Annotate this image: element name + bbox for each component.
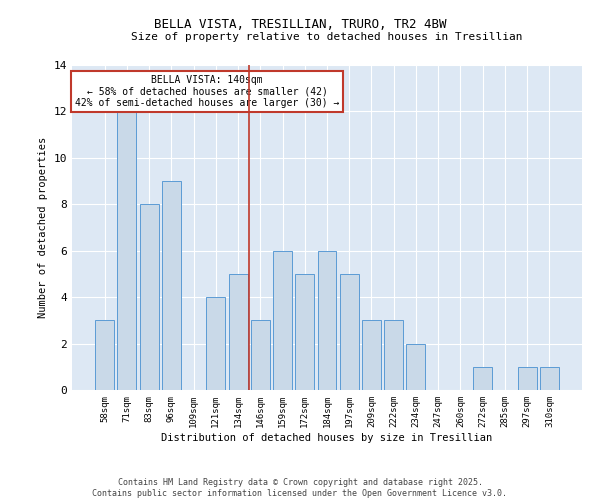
Text: BELLA VISTA: 140sqm
← 58% of detached houses are smaller (42)
42% of semi-detach: BELLA VISTA: 140sqm ← 58% of detached ho… xyxy=(75,74,340,108)
Bar xyxy=(295,274,314,390)
Bar xyxy=(95,320,114,390)
Bar xyxy=(518,367,536,390)
Bar xyxy=(540,367,559,390)
Bar xyxy=(406,344,425,390)
Text: Contains HM Land Registry data © Crown copyright and database right 2025.
Contai: Contains HM Land Registry data © Crown c… xyxy=(92,478,508,498)
Bar xyxy=(140,204,158,390)
Bar xyxy=(229,274,248,390)
Text: BELLA VISTA, TRESILLIAN, TRURO, TR2 4BW: BELLA VISTA, TRESILLIAN, TRURO, TR2 4BW xyxy=(154,18,446,30)
Bar xyxy=(273,250,292,390)
Bar xyxy=(340,274,359,390)
Bar xyxy=(118,112,136,390)
Bar xyxy=(384,320,403,390)
Y-axis label: Number of detached properties: Number of detached properties xyxy=(38,137,48,318)
Bar xyxy=(251,320,270,390)
Bar xyxy=(162,181,181,390)
Bar xyxy=(206,297,225,390)
Title: Size of property relative to detached houses in Tresillian: Size of property relative to detached ho… xyxy=(131,32,523,42)
Bar xyxy=(473,367,492,390)
X-axis label: Distribution of detached houses by size in Tresillian: Distribution of detached houses by size … xyxy=(161,432,493,442)
Bar xyxy=(317,250,337,390)
Bar xyxy=(362,320,381,390)
